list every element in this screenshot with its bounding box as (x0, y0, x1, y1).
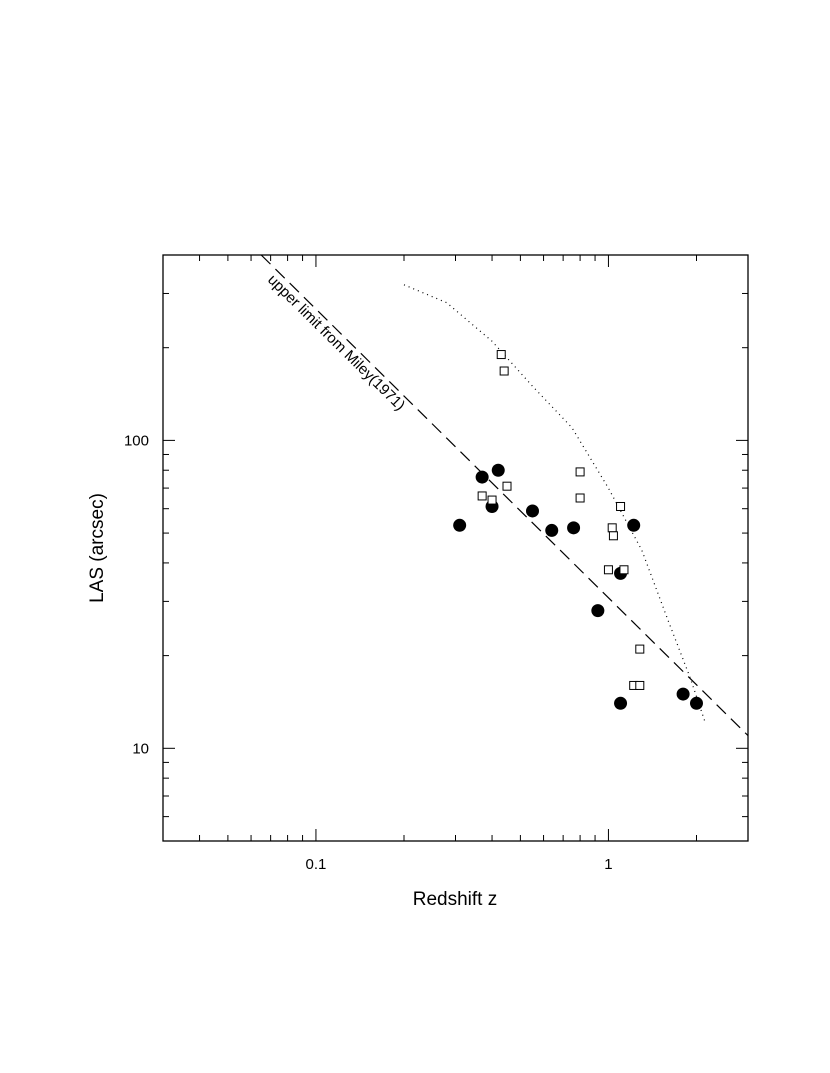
plot-frame (162, 254, 749, 842)
filled-circle-point (614, 696, 628, 710)
filled-circle-point (591, 604, 605, 618)
filled-circle-point (475, 470, 489, 484)
filled-circle-point (545, 523, 559, 537)
filled-circle-point (567, 521, 581, 535)
open-square-point (635, 644, 645, 654)
filled-circle-point (525, 504, 539, 518)
y-tick-label: 100 (124, 432, 149, 449)
open-square-point (496, 350, 506, 360)
open-square-point (499, 366, 509, 376)
open-square-point (607, 523, 617, 533)
chart-points (453, 350, 703, 710)
dashed-line (260, 254, 749, 737)
y-axis-title: LAS (arcsec) (87, 493, 108, 603)
filled-circle-point (676, 687, 690, 701)
y-tick-label: 10 (132, 740, 149, 757)
open-square-point (575, 467, 585, 477)
annotation-miley: upper limit from Miley(1971) (264, 271, 408, 414)
x-tick-label: 1 (604, 856, 612, 873)
open-square-point (477, 491, 487, 501)
x-axis-title: Redshift z (413, 889, 497, 910)
filled-circle-point (491, 463, 505, 477)
tick-labels: 0.1 1 10 100 (124, 432, 613, 873)
chart-lines (260, 254, 749, 737)
dotted-line (403, 284, 707, 725)
open-square-point (635, 680, 645, 690)
filled-circle-point (689, 696, 703, 710)
open-square-point (575, 493, 585, 503)
filled-circle-point (453, 518, 467, 532)
open-square-point (616, 501, 626, 511)
open-square-point (619, 565, 629, 575)
filled-circle-point (627, 518, 641, 532)
axis-ticks (162, 254, 749, 842)
open-square-point (608, 531, 618, 541)
open-square-point (487, 495, 497, 505)
open-square-point (502, 481, 512, 491)
open-square-point (603, 565, 613, 575)
x-tick-label: 0.1 (306, 856, 327, 873)
